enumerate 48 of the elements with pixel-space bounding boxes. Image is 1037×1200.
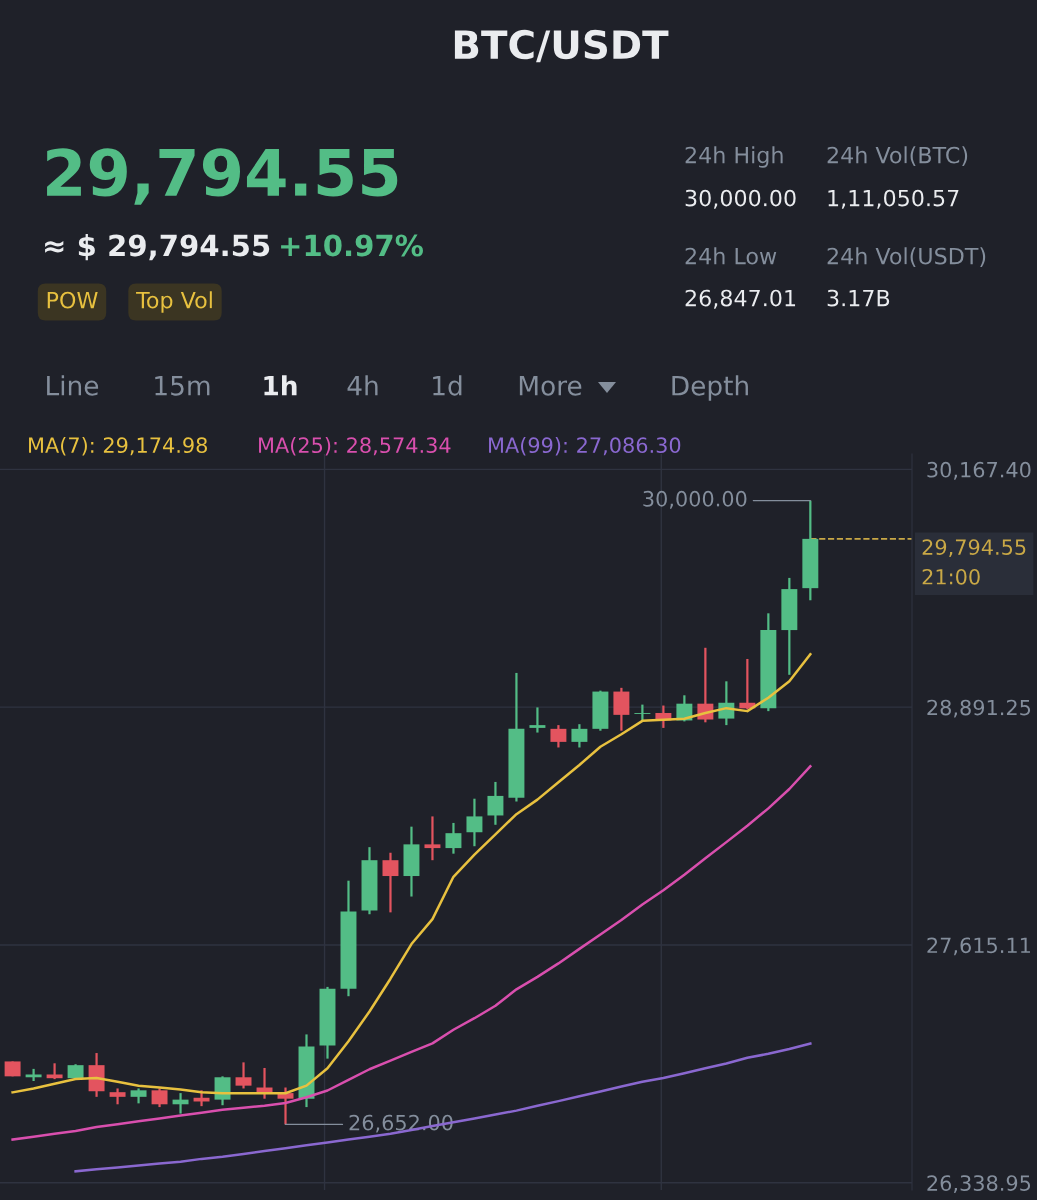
candlestick [151, 1087, 168, 1109]
text: ≈ $ 29,794.55 [45, 233, 270, 261]
text: More [519, 376, 582, 396]
text: MA(7): 29,174.98 [29, 436, 207, 456]
text: 24h Vol(USDT) [827, 247, 986, 268]
candlestick [466, 797, 483, 848]
y-tick-label: 28,891.25 [927, 699, 1031, 718]
text: 1d [433, 375, 462, 396]
candlestick [235, 1061, 252, 1090]
candlestick [214, 1075, 231, 1107]
text: Depth [672, 375, 748, 401]
text: 1,11,050.57 [828, 189, 959, 209]
candlestick [25, 1067, 42, 1083]
text: 29,794.55 [47, 148, 398, 205]
candlestick [613, 686, 630, 732]
text: 4h [347, 375, 378, 396]
text: +10.97% [281, 234, 423, 257]
candlestick [571, 723, 588, 749]
candlestick [424, 815, 441, 862]
annotation: 30,000.00 [643, 490, 747, 509]
line-series [11, 765, 812, 1141]
ref-line-label: 29,794.55 21:00 [922, 539, 1026, 585]
candlestick [382, 851, 399, 914]
text: Top Vol [136, 291, 212, 313]
line-series [74, 1042, 812, 1173]
y-tick-label: 26,338.95 [927, 1175, 1031, 1194]
candlestick [634, 703, 651, 722]
text: MA(99): 27,086.30 [489, 436, 681, 456]
candlestick [487, 780, 504, 826]
candlestick [46, 1062, 63, 1081]
text: 24h High [685, 146, 783, 168]
candlestick [550, 724, 567, 749]
candlestick [529, 706, 546, 734]
candlestick [445, 821, 462, 855]
text: 3.17B [827, 289, 890, 307]
text: MA(25): 28,574.34 [259, 436, 451, 456]
y-tick-label: 27,615.11 [927, 937, 1030, 956]
text: Line [47, 375, 99, 396]
chart-title: BTC/USDT [454, 29, 669, 63]
y-tick-label: 30,167.40 [927, 461, 1031, 480]
text: 24h Low [685, 247, 777, 265]
text: 15m [155, 376, 210, 396]
text: 24h Vol(BTC) [827, 146, 968, 167]
candlestick [109, 1087, 126, 1106]
text: 26,847.01 [685, 289, 796, 309]
text: 30,000.00 [685, 189, 796, 209]
text: POW [47, 291, 98, 309]
text: 1h [264, 375, 297, 396]
